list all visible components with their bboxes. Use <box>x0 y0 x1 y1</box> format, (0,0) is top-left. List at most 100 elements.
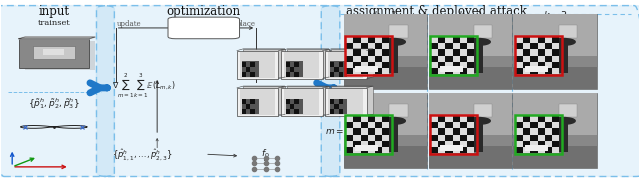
Bar <box>440 66 463 72</box>
Bar <box>467 49 474 56</box>
Bar <box>552 141 559 147</box>
Bar <box>375 141 382 147</box>
Bar <box>438 122 445 128</box>
Bar <box>242 109 246 114</box>
Bar <box>368 37 375 43</box>
Bar <box>552 56 559 62</box>
Text: place: place <box>237 20 256 28</box>
Bar <box>286 62 291 67</box>
Bar <box>531 68 538 74</box>
Bar <box>353 43 360 49</box>
Bar <box>286 99 303 114</box>
Bar <box>286 61 303 77</box>
Bar <box>375 56 382 62</box>
Bar <box>330 99 334 104</box>
Bar <box>445 135 452 141</box>
Bar <box>531 135 538 141</box>
Bar <box>438 147 445 153</box>
Text: $\{\tilde{p}_1^h, \tilde{p}_2^h, \tilde{p}_3^h\}$: $\{\tilde{p}_1^h, \tilde{p}_2^h, \tilde{… <box>28 96 79 111</box>
Bar <box>375 37 382 43</box>
Polygon shape <box>19 37 95 39</box>
Bar <box>429 146 511 168</box>
Bar <box>431 128 438 135</box>
Bar <box>360 68 368 74</box>
Bar <box>513 146 596 168</box>
Bar <box>284 52 319 78</box>
Text: $m = 2$: $m = 2$ <box>324 46 351 57</box>
Bar <box>460 122 467 128</box>
Bar <box>375 128 382 135</box>
Bar <box>368 122 375 128</box>
Bar <box>467 147 474 153</box>
Bar <box>294 72 299 77</box>
Bar <box>431 43 438 49</box>
Bar <box>460 68 467 74</box>
Bar <box>382 37 389 43</box>
Bar <box>474 44 483 73</box>
Bar <box>330 99 347 114</box>
Bar <box>368 43 375 49</box>
Bar <box>250 99 255 104</box>
Bar <box>467 141 474 147</box>
Bar <box>531 56 538 62</box>
Text: $f_0$: $f_0$ <box>261 148 270 160</box>
Bar <box>430 36 477 75</box>
Bar <box>294 62 299 67</box>
Bar <box>43 49 64 55</box>
Bar <box>452 49 460 56</box>
Bar <box>345 36 392 75</box>
Bar <box>545 43 552 49</box>
Bar <box>460 128 467 135</box>
Bar <box>431 122 438 128</box>
Bar <box>382 135 389 141</box>
Bar <box>516 141 523 147</box>
Bar <box>368 68 375 74</box>
Bar <box>431 116 474 153</box>
Bar <box>360 116 368 122</box>
Bar <box>346 37 389 74</box>
Bar <box>429 67 511 89</box>
Bar <box>558 123 568 152</box>
Bar <box>516 37 523 43</box>
Bar <box>360 135 368 141</box>
Bar <box>360 128 368 135</box>
Bar <box>353 56 360 62</box>
Bar <box>353 135 360 141</box>
Bar <box>445 128 452 135</box>
Bar <box>431 116 438 122</box>
Bar <box>353 68 360 74</box>
Bar <box>325 88 367 116</box>
Bar <box>467 116 474 122</box>
Bar <box>467 37 474 43</box>
Bar <box>353 141 360 147</box>
Bar <box>382 43 389 49</box>
Bar <box>431 37 438 43</box>
Bar <box>538 43 545 49</box>
Bar <box>445 68 452 74</box>
Bar <box>438 37 445 43</box>
Bar <box>545 62 552 68</box>
Bar <box>240 52 275 78</box>
Bar <box>523 135 531 141</box>
Bar <box>33 46 75 59</box>
Circle shape <box>552 117 575 124</box>
Bar <box>344 14 427 56</box>
Bar <box>460 141 467 147</box>
Bar <box>346 49 353 56</box>
Text: $m = 1$: $m = 1$ <box>324 125 351 136</box>
Bar <box>452 128 460 135</box>
Bar <box>538 49 545 56</box>
Bar <box>523 56 531 62</box>
Bar <box>438 68 445 74</box>
Bar <box>339 62 342 67</box>
Bar <box>467 122 474 128</box>
Bar <box>344 146 427 168</box>
Bar <box>531 116 538 122</box>
Bar <box>368 62 375 68</box>
Bar <box>460 49 467 56</box>
Bar <box>474 104 493 117</box>
Bar <box>368 128 375 135</box>
Bar <box>515 115 562 154</box>
Bar <box>375 43 382 49</box>
Text: trainset: trainset <box>37 19 70 27</box>
